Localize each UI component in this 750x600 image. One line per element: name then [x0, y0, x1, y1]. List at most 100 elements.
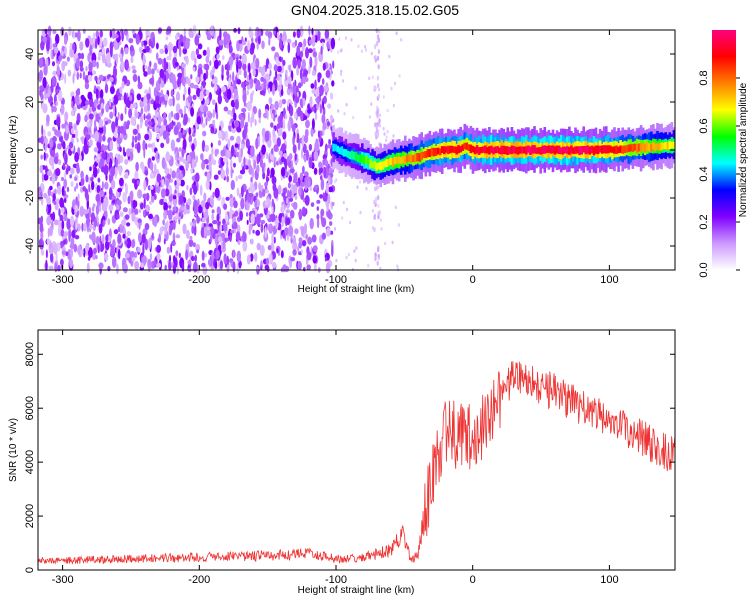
spectrogram-cell: [117, 153, 121, 166]
x-tick-label: -300: [52, 274, 74, 286]
spectrogram-cell: [142, 209, 146, 217]
spectrogram-ridge-cell: [514, 146, 518, 154]
spectrogram-cell: [391, 240, 394, 245]
spectrogram-cell: [225, 230, 228, 237]
spectrogram-cell: [125, 124, 130, 130]
spectrogram-cell: [316, 199, 321, 204]
spectrogram-cell: [294, 112, 297, 120]
spectrogram-cell: [175, 112, 180, 121]
spectrogram-cell: [329, 165, 332, 174]
spectrogram-ridge-cell: [473, 147, 477, 155]
spectrogram-cell: [177, 78, 180, 88]
spectrogram-cell: [63, 239, 66, 245]
spectrogram-cell: [204, 63, 210, 71]
spectrogram-cell: [212, 191, 215, 199]
spectrogram-cell: [71, 229, 76, 239]
spectrogram-cell: [182, 47, 188, 55]
y-tick-label: 2000: [24, 504, 36, 528]
spectrogram-cell: [374, 122, 377, 128]
spectrogram-cell: [72, 73, 75, 84]
spectrogram-cell: [102, 134, 106, 142]
spectrogram-cell: [114, 34, 119, 39]
spectrogram-cell: [192, 67, 196, 72]
spectrogram-cell: [246, 100, 252, 112]
spectrogram-cell: [301, 45, 305, 52]
spectrogram-cell: [58, 159, 62, 166]
spectrogram-ridge-cell: [440, 146, 444, 154]
spectrogram-cell: [268, 253, 273, 265]
spectrogram-cell: [275, 56, 279, 64]
spectrogram-cell: [327, 174, 331, 186]
spectrogram-cell: [271, 233, 275, 244]
spectrogram-ridge-cell: [664, 142, 667, 150]
spectrogram-cell: [194, 254, 198, 262]
spectrogram-ridge-cell: [426, 149, 430, 158]
spectrogram-cell: [205, 201, 210, 210]
spectrogram-cell: [97, 51, 103, 57]
spectrogram-cell: [156, 42, 159, 50]
spectrogram-cell: [238, 39, 242, 44]
spectrogram-cell: [394, 205, 397, 210]
spectrogram-cell: [262, 171, 266, 180]
spectrogram-cell: [146, 93, 151, 101]
spectrogram-cell: [149, 60, 152, 67]
spectrogram-cell: [55, 33, 60, 45]
spectrogram-cell: [143, 147, 146, 159]
spectrogram-cell: [137, 247, 141, 253]
spectrogram-cell: [316, 103, 319, 111]
spectrogram-ridge-cell: [582, 146, 585, 153]
spectrogram-cell: [46, 238, 51, 245]
spectrogram-cell: [148, 213, 153, 220]
spectrogram-cell: [314, 184, 318, 191]
spectrogram-cell: [230, 144, 235, 157]
spectrogram-cell: [38, 239, 43, 246]
colorbar-gradient: [712, 30, 736, 270]
spectrogram-ridge-cell: [469, 144, 473, 154]
spectrogram-cell: [68, 26, 72, 36]
spectrogram-cell: [294, 228, 299, 235]
spectrogram-ridge-cell: [566, 146, 569, 154]
spectrogram-cell: [236, 126, 242, 133]
spectrogram-cell: [166, 246, 171, 254]
spectrogram-cell: [192, 94, 197, 100]
spectrogram-ridge-cell: [479, 147, 483, 154]
spectrogram-ridge-cell: [496, 146, 499, 153]
spectrogram-cell: [329, 221, 333, 226]
spectrogram-cell: [38, 57, 44, 68]
spectrogram-cell: [97, 56, 101, 61]
spectrogram-ridge-cell: [332, 143, 335, 152]
spectrogram-cell: [226, 88, 232, 100]
spectrogram-cell: [272, 83, 275, 96]
spectrogram-ridge-cell: [609, 145, 612, 153]
spectrogram-cell: [219, 39, 224, 46]
spectrogram-cell: [40, 231, 44, 240]
spectrogram-cell: [311, 118, 315, 130]
spectrogram-cell: [260, 76, 265, 83]
spectrogram-cell: [322, 154, 327, 160]
spectrogram-cell: [335, 258, 338, 263]
spectrogram-cell: [214, 85, 218, 92]
spectrogram-cell: [68, 141, 74, 149]
spectrogram-cell: [138, 46, 143, 53]
spectrogram-cell: [240, 197, 245, 210]
spectrogram-cell: [259, 244, 265, 257]
spectrogram-cell: [89, 107, 92, 113]
spectrogram-cell: [170, 139, 176, 152]
spectrogram-cell: [221, 131, 226, 140]
spectrogram-cell: [70, 109, 75, 117]
spectrogram-cell: [194, 57, 197, 65]
spectrogram-ridge-cell: [449, 145, 452, 154]
spectrogram-cell: [276, 137, 281, 147]
spectrogram-cell: [210, 195, 213, 200]
spectrogram-cell: [135, 161, 139, 172]
spectrogram-cell: [173, 254, 176, 264]
spectrogram-cell: [268, 87, 271, 95]
spectrogram-cell: [348, 220, 352, 225]
spectrogram-cell: [303, 267, 306, 272]
spectrogram-cell: [135, 33, 140, 45]
spectrogram-cell: [197, 198, 200, 208]
spectrogram-cell: [292, 201, 298, 210]
spectrogram-cell: [104, 121, 108, 125]
spectrogram-cell: [188, 86, 191, 96]
spectrogram-cell: [299, 50, 304, 58]
